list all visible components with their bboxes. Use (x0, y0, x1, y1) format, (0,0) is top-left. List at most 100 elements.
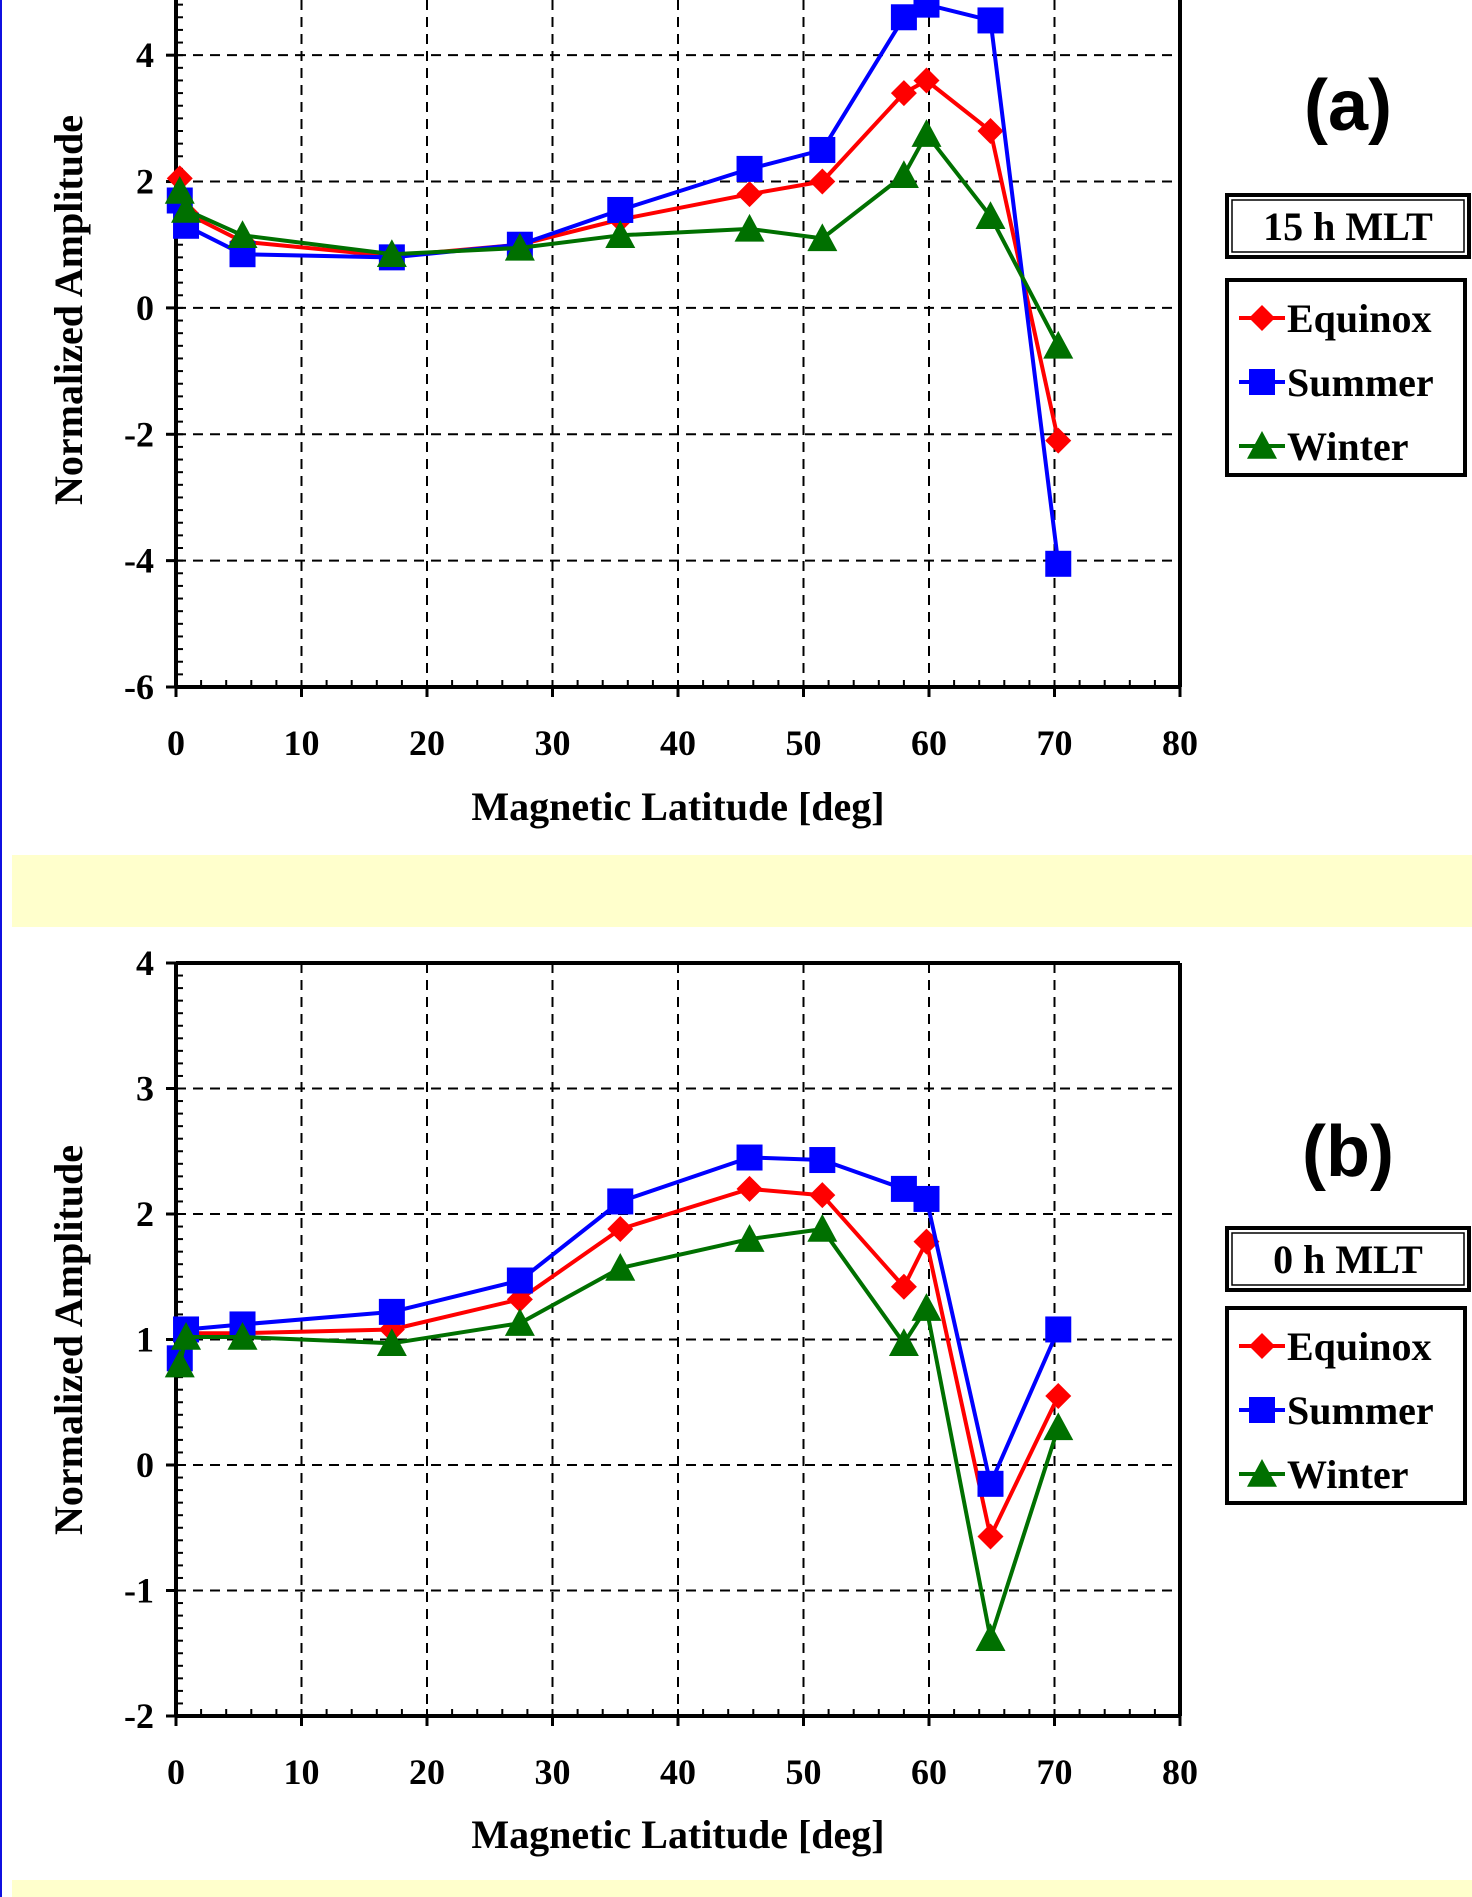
x-tick-label: 0 (167, 1752, 185, 1792)
x-tick-label: 80 (1162, 1752, 1198, 1792)
data-point-equinox (1045, 1382, 1072, 1409)
panel-label: (a) (1304, 66, 1392, 146)
data-point-summer (736, 1144, 763, 1171)
y-tick-label: 0 (136, 1445, 154, 1485)
x-tick-label: 10 (284, 1752, 320, 1792)
legend-label-equinox: Equinox (1287, 1324, 1432, 1369)
data-point-winter (807, 223, 838, 252)
data-point-winter (911, 1293, 942, 1321)
x-axis-title: Magnetic Latitude [deg] (471, 784, 884, 829)
data-point-winter (171, 194, 202, 223)
y-axis-title: Normalized Amplitude (46, 115, 91, 505)
y-tick-label: -2 (124, 414, 154, 454)
data-point-summer (809, 1147, 836, 1174)
x-tick-label: 70 (1037, 1752, 1073, 1792)
data-point-winter (376, 1328, 407, 1357)
data-point-summer (913, 1185, 940, 1212)
legend-marker-summer (1249, 369, 1275, 395)
x-tick-label: 80 (1162, 723, 1198, 763)
y-tick-label: 3 (136, 1069, 154, 1109)
x-axis-title: Magnetic Latitude [deg] (471, 1812, 884, 1857)
y-tick-label: 0 (136, 288, 154, 328)
series-line-winter (177, 1227, 1061, 1641)
y-tick-label: -2 (124, 1696, 154, 1736)
x-tick-label: 50 (786, 1752, 822, 1792)
data-point-summer (890, 1175, 917, 1202)
data-point-winter (1043, 330, 1074, 359)
data-point-equinox (977, 1523, 1004, 1550)
x-tick-label: 60 (911, 723, 947, 763)
series-line-equinox (177, 78, 1061, 442)
data-point-winter (975, 1623, 1006, 1651)
data-point-summer (977, 7, 1004, 34)
y-tick-label: 1 (136, 1320, 154, 1360)
data-point-winter (164, 176, 195, 204)
y-tick-label: 2 (136, 1194, 154, 1234)
data-point-summer (1045, 550, 1072, 577)
x-tick-label: 60 (911, 1752, 947, 1792)
mlt-box-inner (1231, 199, 1465, 253)
data-point-winter (734, 213, 765, 242)
data-point-equinox (809, 168, 836, 195)
legend-marker-equinox (1249, 1333, 1275, 1359)
data-point-summer (977, 1470, 1004, 1497)
x-tick-label: 70 (1037, 723, 1073, 763)
x-tick-label: 20 (409, 1752, 445, 1792)
x-tick-label: 40 (660, 1752, 696, 1792)
data-point-summer (378, 1298, 405, 1325)
data-point-winter (171, 1321, 202, 1350)
data-point-summer (736, 155, 763, 182)
data-point-winter (376, 239, 407, 267)
mlt-label: 0 h MLT (1273, 1237, 1423, 1282)
mlt-box (1225, 1226, 1471, 1292)
data-point-equinox (890, 1273, 917, 1300)
x-tick-label: 0 (167, 723, 185, 763)
data-point-winter (888, 160, 919, 188)
data-point-equinox (890, 80, 917, 107)
legend-label-winter: Winter (1287, 424, 1408, 469)
data-point-equinox (736, 181, 763, 208)
data-point-equinox (809, 1182, 836, 1209)
series-group (164, 0, 1074, 577)
data-point-winter (807, 1214, 838, 1242)
y-tick-label: -4 (124, 541, 154, 581)
y-tick-label: 4 (136, 35, 154, 75)
data-point-winter (911, 119, 942, 147)
x-tick-label: 20 (409, 723, 445, 763)
y-axis-title: Normalized Amplitude (46, 1145, 91, 1535)
data-point-equinox (977, 118, 1004, 144)
legend-label-summer: Summer (1287, 360, 1434, 405)
data-point-summer (890, 4, 917, 31)
series-group (164, 1144, 1074, 1651)
series-line-winter (177, 132, 1061, 347)
legend-label-summer: Summer (1287, 1388, 1434, 1433)
x-tick-label: 30 (535, 723, 571, 763)
data-point-winter (605, 220, 636, 248)
data-point-winter (504, 232, 535, 261)
data-point-winter (504, 1308, 535, 1336)
data-point-winter (605, 1252, 636, 1281)
y-tick-label: 2 (136, 162, 154, 202)
legend-marker-winter (1247, 1459, 1277, 1487)
x-tick-label: 10 (284, 723, 320, 763)
separator-band (12, 855, 1472, 927)
data-point-equinox (607, 1216, 634, 1243)
mlt-label: 15 h MLT (1263, 204, 1433, 249)
data-point-winter (1043, 1412, 1074, 1441)
legend-marker-winter (1247, 431, 1277, 459)
legend-label-equinox: Equinox (1287, 296, 1432, 341)
data-point-equinox (1045, 427, 1072, 454)
data-point-summer (607, 196, 634, 223)
panel-label: (b) (1302, 1112, 1394, 1192)
bottom-band (12, 1880, 1472, 1897)
data-point-summer (607, 1188, 634, 1215)
legend-marker-equinox (1249, 305, 1275, 331)
data-point-equinox (913, 67, 940, 94)
x-tick-label: 50 (786, 723, 822, 763)
mlt-box-inner (1231, 1232, 1465, 1286)
y-tick-label: -6 (124, 667, 154, 707)
